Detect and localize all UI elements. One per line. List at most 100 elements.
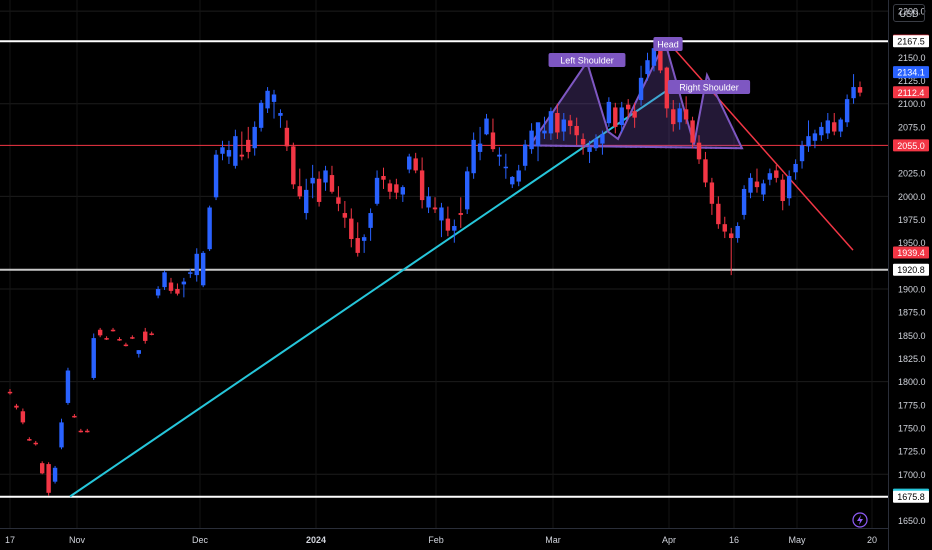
candle-body [284,127,290,147]
resistance-trendline [666,40,854,251]
candle-body [329,175,335,192]
candle-body [613,107,618,127]
price-tick-label: 1650.0 [898,516,926,526]
candle-body [529,130,534,150]
price-tick-label: 1850.0 [898,331,926,341]
time-tick-label: Mar [545,535,561,545]
candle-body [149,333,154,335]
price-tick-label: 1725.0 [898,447,926,457]
candle-body [394,184,399,193]
candle-body [458,213,463,215]
candle-body [46,464,51,493]
candle-body [445,218,451,231]
price-tick-label: 1875.0 [898,308,926,318]
price-tag [893,66,929,79]
candle-body [806,136,811,147]
candle-body [14,405,19,408]
price-tag [893,35,929,48]
candle-body [542,130,547,134]
candle-body [349,218,354,239]
price-tag-label: 2134.1 [897,68,925,78]
price-tick-label: 1900.0 [898,285,926,295]
candle-body [677,108,682,123]
candle-body [735,226,740,239]
candle-body [213,154,219,198]
candle-body [696,142,702,160]
candle-body [683,109,689,120]
candle-body [658,50,663,71]
candle-body [593,138,599,149]
currency-button[interactable]: USD [893,4,925,22]
candle-body [716,203,721,225]
price-tag-label: 2112.4 [898,88,925,98]
support-trendline [69,86,673,498]
candle-body [484,118,489,135]
label-left-shoulder-box [548,53,626,67]
candle-body [78,430,84,433]
candle-body [246,139,251,152]
candle-body [342,213,348,218]
candle-body [387,183,393,192]
time-tick-label: Feb [428,535,444,545]
label-left-shoulder: Left Shoulder [560,56,614,66]
candle-body [477,143,483,152]
candle-body [748,177,753,193]
candle-body [832,122,837,132]
candle-body [20,411,26,423]
candle-body [110,329,116,332]
neckline [529,144,743,150]
candle-body [130,337,135,339]
candle-body [703,159,708,183]
price-tick-label: 1700.0 [898,470,926,480]
candle-body [761,183,766,195]
candle-body [123,344,129,347]
time-tick-label: Nov [69,535,86,545]
candle-body [310,177,315,184]
price-tag [893,263,929,276]
price-tick-label: 1825.0 [898,354,926,364]
candle-body [143,331,148,341]
candle-body [239,154,245,157]
candle-body [226,150,232,157]
label-head: Head [657,40,679,50]
candle-body [606,101,612,124]
candle-body [510,176,515,185]
price-tag [893,139,929,152]
time-tick-label: May [788,535,806,545]
candle-body [168,282,174,291]
candle-body [754,181,760,188]
candle-body [297,186,302,197]
candle-body [574,125,579,136]
candle-body [252,126,257,149]
candle-body [207,207,212,250]
candle-body [419,170,425,201]
lightning-icon[interactable] [852,512,868,528]
time-tick-label: Dec [192,535,209,545]
candle-body [729,233,734,239]
time-tick-label: 16 [729,535,739,545]
candle-body [793,163,798,173]
candle-body [278,113,283,116]
candle-body [516,170,521,182]
candle-body [645,60,650,75]
price-tick-label: 2125.0 [898,76,926,86]
time-tick-label: 2024 [306,535,326,545]
candle-body [671,109,676,125]
candle-body [471,139,476,174]
candle-body [85,430,90,433]
candle-body [188,272,193,274]
candle-body [452,226,457,231]
candle-body [265,90,270,109]
candle-body [774,170,779,178]
price-tick-label: 2200.0 [898,7,926,17]
candle-body [368,213,373,228]
candle-body [233,136,238,166]
candle-body [136,350,141,354]
candle-body [316,178,322,202]
price-tick-label: 1950.0 [898,238,926,248]
candle-body [117,339,122,341]
price-tag [893,490,929,503]
candle-body [374,177,380,204]
